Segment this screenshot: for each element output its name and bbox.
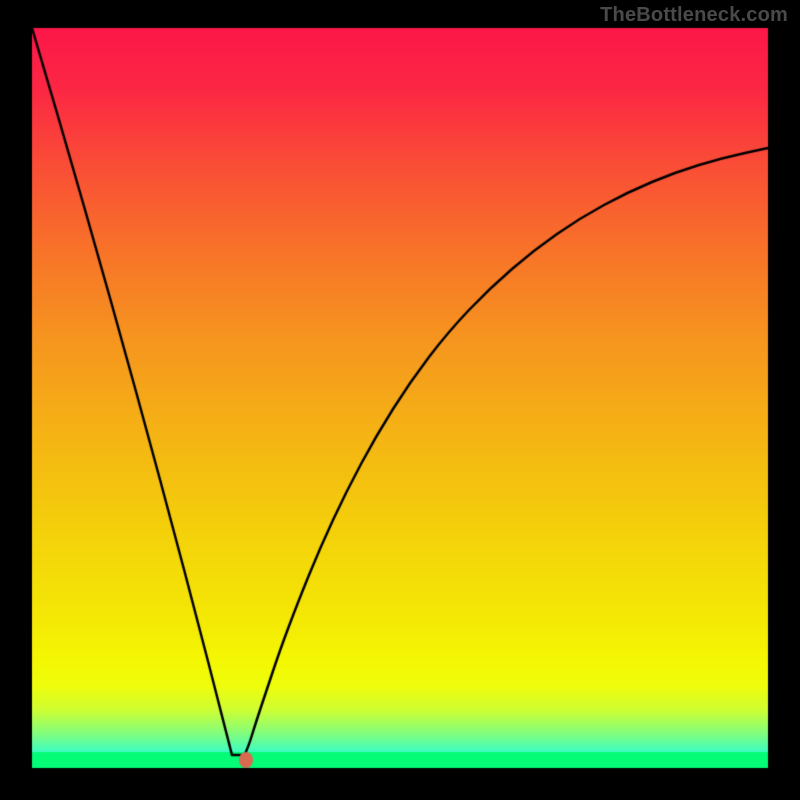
- chart-container: TheBottleneck.com: [0, 0, 800, 800]
- bottleneck-chart-canvas: [0, 0, 800, 800]
